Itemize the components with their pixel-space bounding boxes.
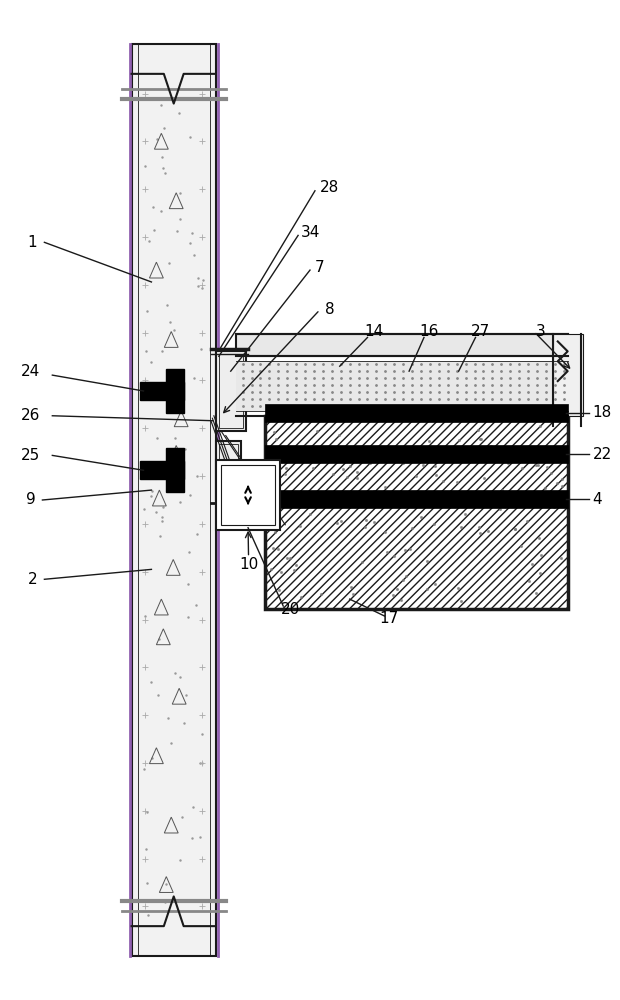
- Text: 24: 24: [21, 364, 40, 379]
- Text: 4: 4: [593, 492, 602, 507]
- Bar: [219, 444, 237, 497]
- Text: 17: 17: [379, 611, 399, 626]
- Text: 26: 26: [21, 408, 40, 423]
- Text: 27: 27: [471, 324, 490, 339]
- Bar: [221, 465, 275, 525]
- Text: 10: 10: [239, 557, 258, 572]
- Text: 14: 14: [365, 324, 384, 339]
- Bar: [140, 461, 184, 479]
- Text: 28: 28: [320, 180, 339, 195]
- Text: 25: 25: [21, 448, 40, 463]
- Bar: [166, 448, 184, 492]
- Bar: [265, 416, 568, 609]
- Bar: [131, 44, 216, 956]
- Bar: [219, 354, 242, 428]
- Text: 20: 20: [281, 602, 300, 617]
- Text: 16: 16: [419, 324, 438, 339]
- Text: 34: 34: [300, 225, 320, 240]
- Text: 8: 8: [325, 302, 335, 317]
- Bar: [553, 334, 583, 416]
- Text: 3: 3: [536, 324, 546, 339]
- Bar: [265, 416, 568, 609]
- Bar: [216, 351, 246, 431]
- Bar: [265, 404, 568, 422]
- Bar: [236, 334, 568, 356]
- Bar: [166, 369, 184, 413]
- Bar: [140, 382, 184, 400]
- Bar: [236, 361, 568, 411]
- Text: 2: 2: [28, 572, 37, 587]
- Bar: [216, 460, 280, 530]
- Bar: [216, 441, 241, 500]
- Text: 7: 7: [315, 260, 325, 275]
- Text: 18: 18: [593, 405, 612, 420]
- Text: 9: 9: [25, 492, 35, 508]
- Bar: [265, 490, 568, 508]
- Bar: [265, 445, 568, 463]
- Text: 22: 22: [593, 447, 612, 462]
- Text: 1: 1: [28, 235, 37, 250]
